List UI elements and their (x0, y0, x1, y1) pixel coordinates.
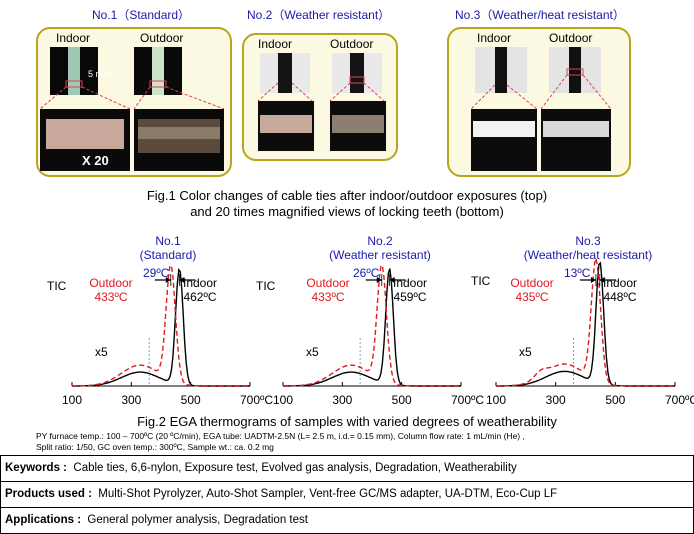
chart3-x5-label: x5 (519, 345, 532, 359)
sample1-images (39, 47, 225, 171)
chart3-indoor-arrowhead (599, 277, 605, 283)
info-table: Keywords : Cable ties, 6,6-nylon, Exposu… (0, 455, 694, 534)
chart2-x5-label: x5 (306, 345, 319, 359)
sample1-indoor-label: Indoor (56, 31, 91, 45)
chart1-title-line2: (Standard) (139, 248, 197, 262)
fig2-conditions-line1: PY furnace temp.: 100 – 700ºC (20 ºC/min… (36, 431, 525, 441)
products-value: Multi-Shot Pyrolyzer, Auto-Shot Sampler,… (98, 488, 558, 500)
chart3-indoor-temp: 448ºC (603, 290, 637, 304)
sample3-indoor-label: Indoor (477, 31, 512, 45)
chart1-outdoor-temp: 433ºC (94, 290, 128, 304)
chart3-outdoor-temp: 435ºC (515, 290, 549, 304)
chart1-tick-label-300: 300 (121, 393, 142, 407)
chart1-tick-label-100: 100 (62, 393, 83, 407)
applications-label: Applications : (5, 514, 82, 526)
fig2-conditions-line2: Split ratio: 1/50, GC oven temp.: 300ºC,… (36, 442, 274, 452)
ega-thermogram-plots (71, 258, 676, 387)
chart2-outdoor-series (283, 264, 461, 387)
chart3-tic-label: TIC (471, 274, 491, 288)
sample2-indoor-label: Indoor (258, 37, 293, 51)
chart3-title: No.3 (Weather/heat resistant) (508, 234, 668, 262)
chart2-tic-label: TIC (256, 279, 276, 293)
keywords-label: Keywords : (5, 462, 67, 474)
sample2-outdoor-label: Outdoor (330, 37, 374, 51)
chart2-title-line1: No.2 (367, 234, 393, 248)
sample3-outdoor-label: Outdoor (549, 31, 593, 45)
scale-bar-label: 5 mm (88, 69, 111, 79)
chart2-diff-label: 26ºC (353, 266, 380, 280)
chart2-indoor-temp: 459ºC (393, 290, 427, 304)
chart1-x5-label: x5 (95, 345, 108, 359)
keywords-value: Cable ties, 6,6-nylon, Exposure test, Ev… (73, 462, 517, 474)
products-row: Products used : Multi-Shot Pyrolyzer, Au… (0, 482, 694, 508)
products-label: Products used : (5, 488, 92, 500)
fig1-caption-line2: and 20 times magnified views of locking … (190, 204, 504, 219)
applications-value: General polymer analysis, Degradation te… (87, 514, 308, 526)
chart1-tick-label-500: 500 (180, 393, 201, 407)
chart2-outdoor-arrowhead (376, 277, 382, 283)
sample1-outdoor-label: Outdoor (140, 31, 184, 45)
chart3-outdoor-label: Outdoor 435ºC (508, 276, 556, 304)
chart2-outdoor-name: Outdoor (306, 276, 350, 290)
chart3-indoor-series (496, 261, 675, 387)
chart1-outdoor-arrowhead (165, 277, 171, 283)
chart2-tick-label-700: 700ºC (451, 393, 485, 407)
chart1-outdoor-name: Outdoor (89, 276, 133, 290)
sample1-title: No.1（Standard） (92, 8, 191, 22)
chart2-tick-label-300: 300 (332, 393, 353, 407)
chart3-diff-label: 13ºC (564, 266, 591, 280)
chart2-indoor-series (283, 268, 461, 387)
chart1-outdoor-series (72, 264, 250, 387)
chart3-title-line2: (Weather/heat resistant) (523, 248, 653, 262)
chart1-outdoor-label: Outdoor 433ºC (87, 276, 135, 304)
chart1-tic-label: TIC (47, 279, 67, 293)
chart1-indoor-series (72, 267, 250, 387)
chart2-tick-label-100: 100 (273, 393, 294, 407)
chart2-tick-label-500: 500 (391, 393, 412, 407)
sample3-panel: Indoor Outdoor (447, 27, 631, 177)
sample2-title: No.2（Weather resistant） (247, 8, 391, 22)
chart2-outdoor-label: Outdoor 433ºC (304, 276, 352, 304)
chart1-indoor-temp: 462ºC (183, 290, 217, 304)
chart1-title: No.1 (Standard) (112, 234, 224, 262)
chart2-outdoor-temp: 433ºC (311, 290, 345, 304)
chart1-tick-label-700: 700ºC (240, 393, 274, 407)
chart3-outdoor-name: Outdoor (510, 276, 554, 290)
chart3-tick-label-500: 500 (605, 393, 626, 407)
sample3-images (470, 47, 612, 171)
chart3-tick-label-700: 700ºC (665, 393, 694, 407)
chart3-tick-label-300: 300 (545, 393, 566, 407)
chart2-title-line2: (Weather resistant) (329, 248, 431, 262)
fig1-caption-line1: Fig.1 Color changes of cable ties after … (146, 188, 548, 203)
fig2-caption: Fig.2 EGA thermograms of samples with va… (137, 414, 557, 429)
applications-row: Applications : General polymer analysis,… (0, 508, 694, 534)
chart3-outdoor-arrowhead (590, 277, 596, 283)
magnification-label: X 20 (82, 153, 109, 168)
sample2-panel: Indoor Outdoor (242, 33, 398, 161)
chart2-title: No.2 (Weather resistant) (320, 234, 440, 262)
chart1-title-line1: No.1 (155, 234, 181, 248)
chart1-diff-label: 29ºC (143, 266, 170, 280)
chart3-title-line1: No.3 (575, 234, 601, 248)
keywords-row: Keywords : Cable ties, 6,6-nylon, Exposu… (0, 456, 694, 482)
sample2-images (257, 53, 386, 151)
sample3-title: No.3（Weather/heat resistant） (455, 8, 625, 22)
chart3-outdoor-series (496, 258, 675, 387)
chart2-indoor-arrowhead (389, 277, 395, 283)
chart1-indoor-arrowhead (179, 277, 185, 283)
sample1-panel: Indoor Outdoor 5 mm X 20 (36, 27, 232, 177)
chart3-tick-label-100: 100 (486, 393, 507, 407)
